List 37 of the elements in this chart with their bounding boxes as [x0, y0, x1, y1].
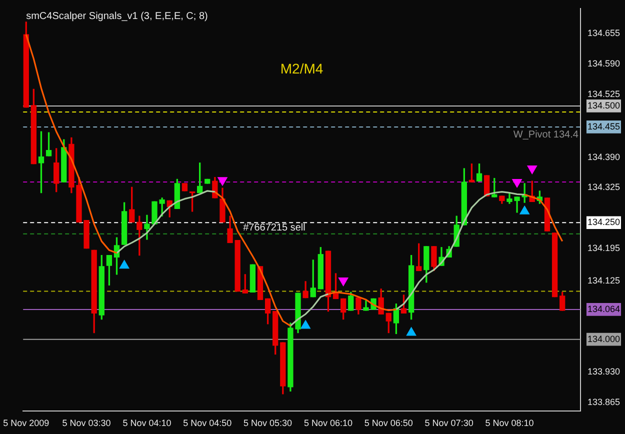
- y-tick-label: 134.125: [587, 275, 620, 286]
- y-tick-label: 134.250: [587, 217, 620, 228]
- ref-line-label: W_Pivot 134.4: [513, 130, 579, 141]
- y-tick-label: 134.390: [587, 152, 620, 162]
- y-tick-label: 133.930: [587, 366, 620, 376]
- x-tick-label: 5 Nov 2009: [3, 418, 50, 428]
- x-tick-label: 5 Nov 03:30: [62, 418, 111, 428]
- y-tick-label: 134.455: [587, 121, 620, 132]
- y-tick-label: 134.500: [587, 100, 620, 110]
- y-tick-label: 134.064: [587, 304, 620, 314]
- y-tick-label: 134.195: [587, 242, 620, 253]
- x-tick-label: 5 Nov 06:50: [364, 418, 413, 428]
- y-tick-label: 134.000: [587, 334, 620, 344]
- point: [300, 320, 310, 329]
- x-tick-label: 5 Nov 08:10: [485, 418, 534, 428]
- y-tick-label: 133.865: [587, 396, 620, 407]
- candlestick: [204, 178, 210, 184]
- candlestick: [552, 232, 558, 298]
- y-tick-label: 134.590: [587, 58, 620, 68]
- ref-line-label: #7667215 sell: [243, 222, 306, 234]
- y-tick-label: 134.655: [587, 28, 620, 38]
- x-tick-label: 5 Nov 05:30: [244, 418, 292, 428]
- x-tick-label: 5 Nov 07:30: [424, 418, 474, 428]
- x-tick-label: 5 Nov 04:50: [183, 418, 232, 428]
- x-tick-label: 5 Nov 04:10: [122, 418, 172, 428]
- candlestick: [234, 240, 240, 292]
- y-tick-label: 134.525: [587, 88, 620, 99]
- x-tick-label: 5 Nov 06:10: [304, 418, 352, 428]
- point: [512, 179, 522, 188]
- point: [218, 177, 228, 186]
- point: [119, 260, 130, 269]
- annotation: M2/M4: [280, 60, 324, 76]
- candlestick: [250, 264, 256, 293]
- chart-title: smC4Scalper Signals_v1 (3, E,E,E, C; 8): [26, 11, 208, 22]
- point: [406, 327, 416, 336]
- y-tick-label: 134.325: [587, 182, 620, 192]
- point: [527, 165, 537, 174]
